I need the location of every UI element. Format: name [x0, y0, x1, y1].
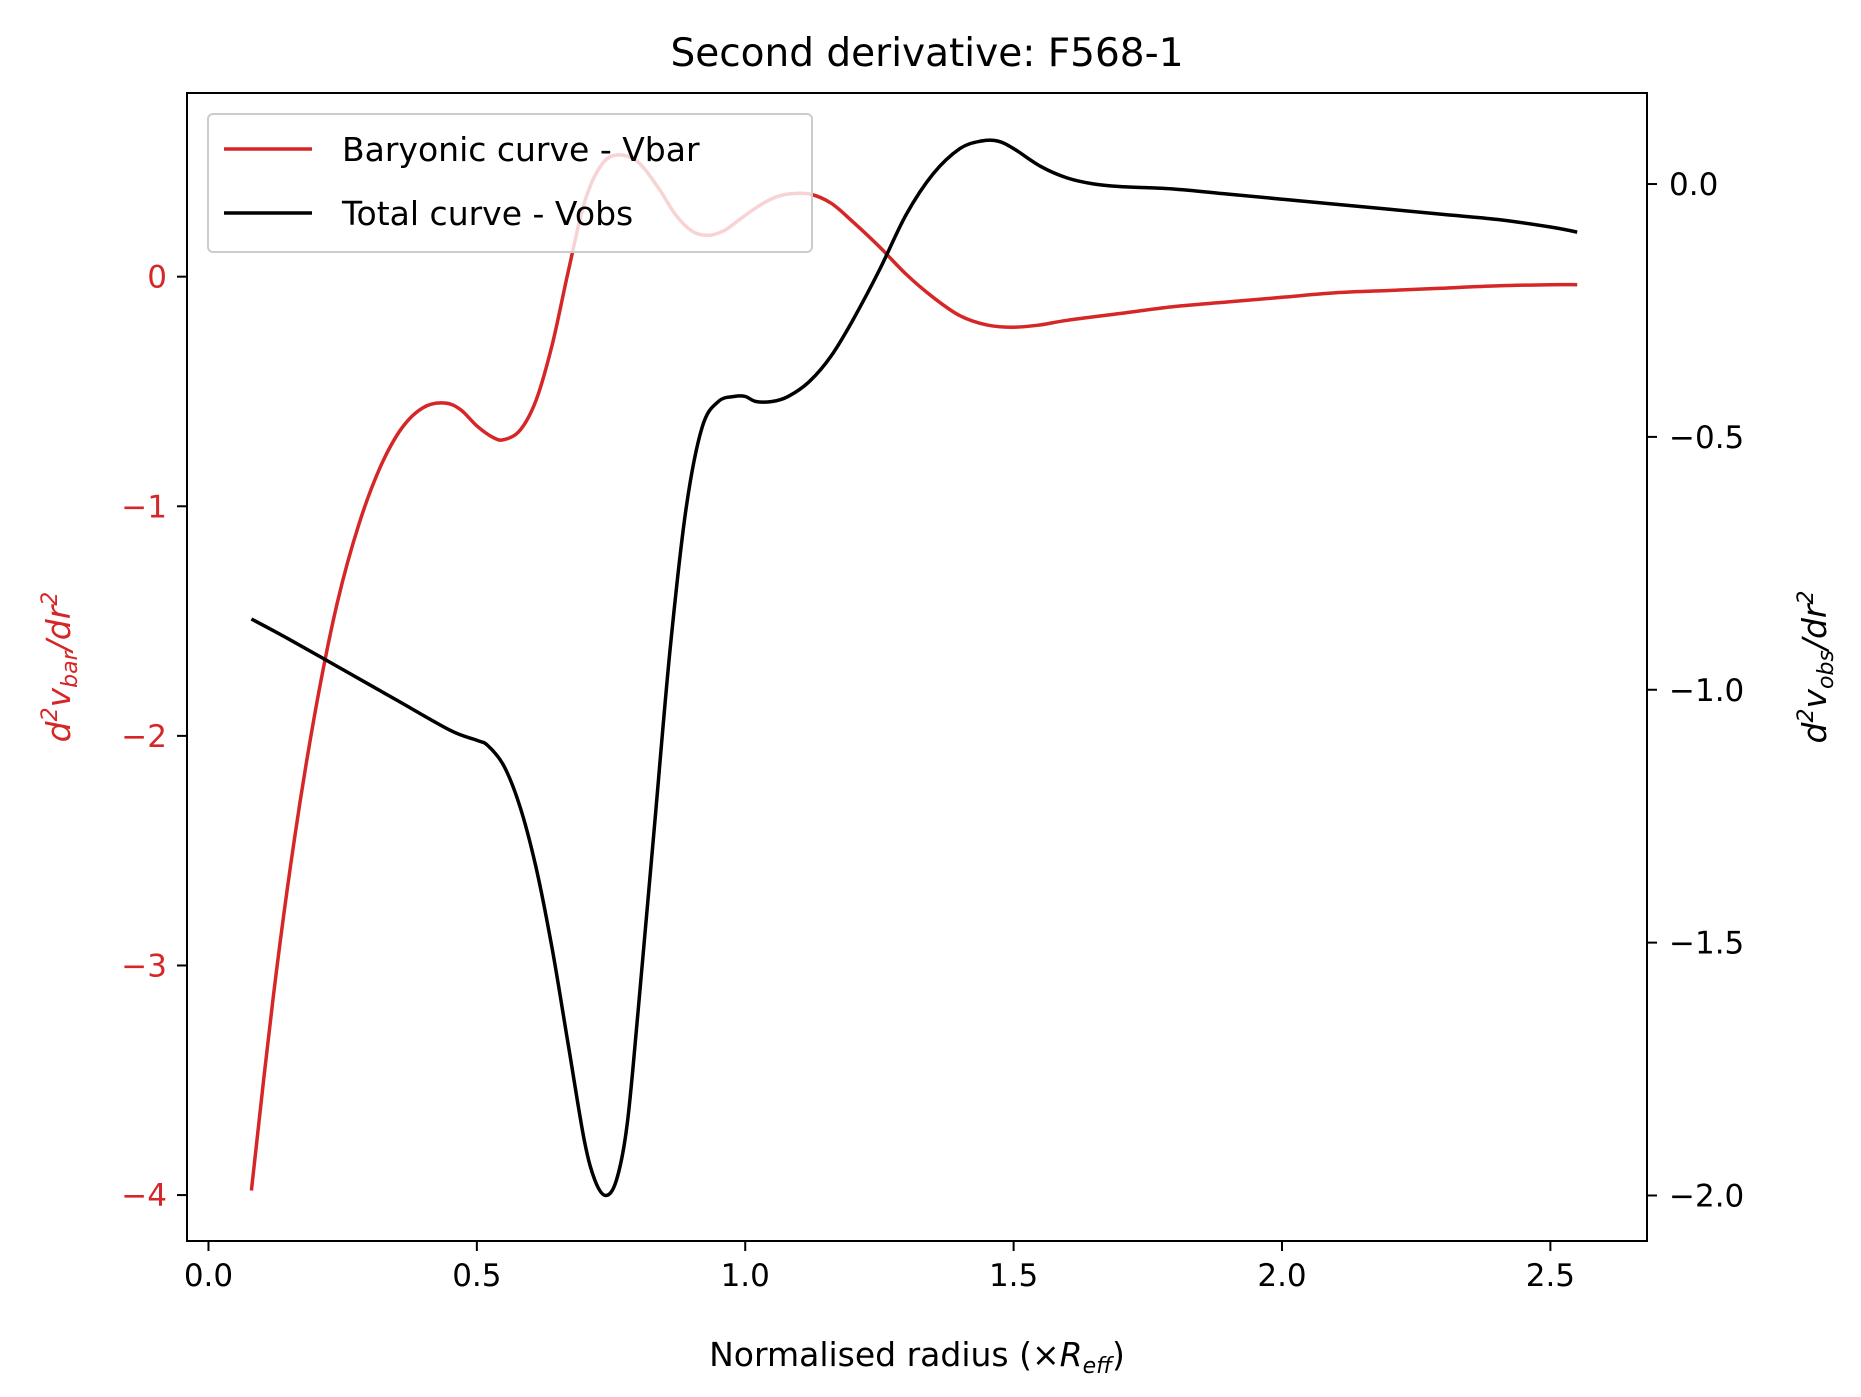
x-tick-label: 1.0: [721, 1258, 770, 1294]
x-tick-label: 2.5: [1526, 1258, 1575, 1294]
y-right-tick-label: 0.0: [1669, 167, 1718, 203]
x-tick-label: 1.5: [989, 1258, 1038, 1294]
x-axis: 0.0 0.5 1.0 1.5 2.0 2.5: [184, 1241, 1575, 1294]
x-tick-label: 0.0: [184, 1258, 233, 1294]
legend: Baryonic curve - Vbar Total curve - Vobs: [207, 113, 813, 253]
y-left-tick-label: 0: [147, 260, 167, 296]
plot-frame: [186, 92, 1648, 1242]
x-tick-label: 2.0: [1257, 1258, 1306, 1294]
y-right-tick-label: −2.0: [1669, 1178, 1744, 1214]
y-axis-left: 0 −1 −2 −3 −4: [121, 260, 187, 1214]
y-axis-right-label: d2vobs/dr2: [1794, 590, 1839, 743]
y-left-tick-label: −4: [121, 1178, 167, 1214]
y-right-tick-label: −1.0: [1669, 673, 1744, 709]
legend-box: [207, 113, 813, 253]
y-right-tick-label: −1.5: [1669, 926, 1744, 962]
x-axis-label: Normalised radius (×Reff): [709, 1335, 1125, 1379]
y-left-tick-label: −2: [121, 719, 167, 755]
y-axis-right: 0.0 −0.5 −1.0 −1.5 −2.0: [1647, 167, 1744, 1214]
y-left-tick-label: −1: [121, 489, 167, 525]
y-left-tick-label: −3: [121, 948, 167, 984]
x-tick-label: 0.5: [452, 1258, 501, 1294]
legend-label-vobs: Total curve - Vobs: [341, 194, 633, 233]
y-axis-left-label: d2vbar/dr2: [38, 592, 83, 743]
legend-label-vbar: Baryonic curve - Vbar: [342, 130, 700, 169]
series-line-vobs: [250, 138, 1578, 1198]
y-right-tick-label: −0.5: [1669, 420, 1744, 456]
chart-title: Second derivative: F568-1: [670, 31, 1183, 76]
